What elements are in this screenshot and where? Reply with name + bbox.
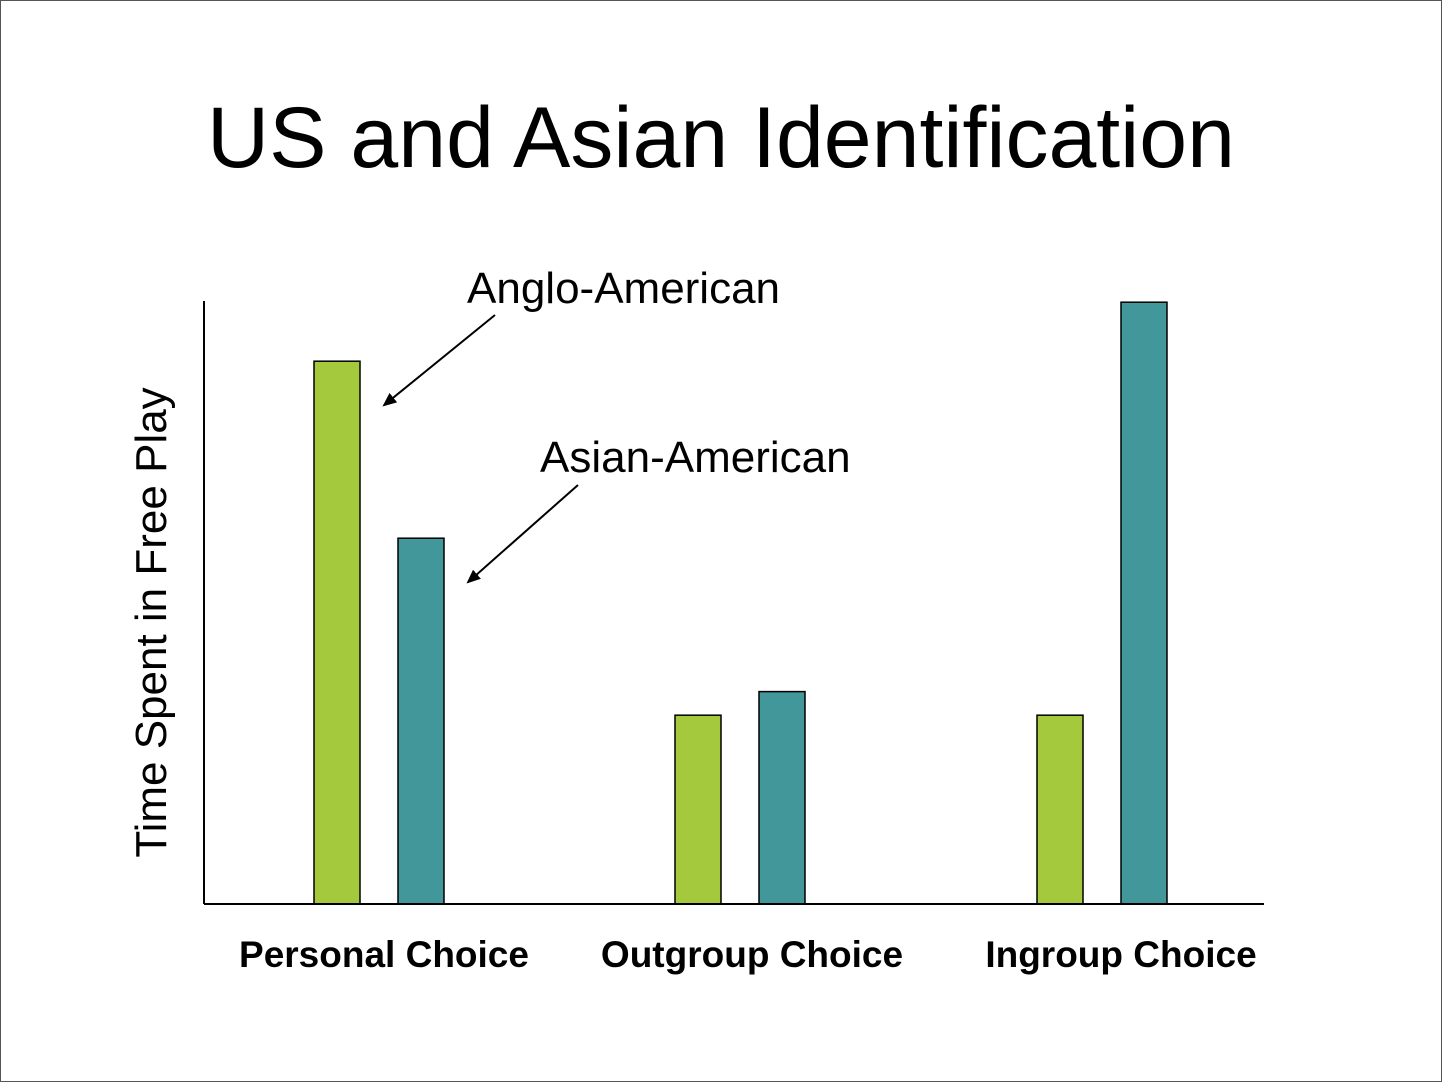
bar-asian-0 — [397, 537, 445, 905]
y-axis-label: Time Spent in Free Play — [127, 387, 176, 857]
slide-title: US and Asian Identification — [207, 90, 1235, 186]
annotation-label-1: Asian-American — [540, 433, 851, 482]
bar-anglo-0 — [313, 360, 361, 905]
bar-asian-2 — [1120, 301, 1168, 905]
category-labels: Personal Choice Outgroup Choice Ingroup Ch… — [239, 934, 1257, 975]
bar-anglo-1 — [674, 714, 722, 905]
bar-anglo-2 — [1036, 714, 1084, 905]
bars-layer — [313, 301, 1168, 905]
category-label-2: Ingroup Choice — [985, 934, 1256, 975]
annotation-arrow-1 — [466, 484, 579, 584]
annotation-label-0: Anglo-American — [467, 264, 780, 313]
annotation-arrow-0 — [382, 314, 496, 407]
annotations-layer: Anglo-American Asian-American — [382, 264, 851, 584]
bar-asian-1 — [758, 690, 806, 905]
category-label-0: Personal Choice — [239, 934, 529, 975]
category-label-1: Outgroup Choice — [601, 934, 903, 975]
